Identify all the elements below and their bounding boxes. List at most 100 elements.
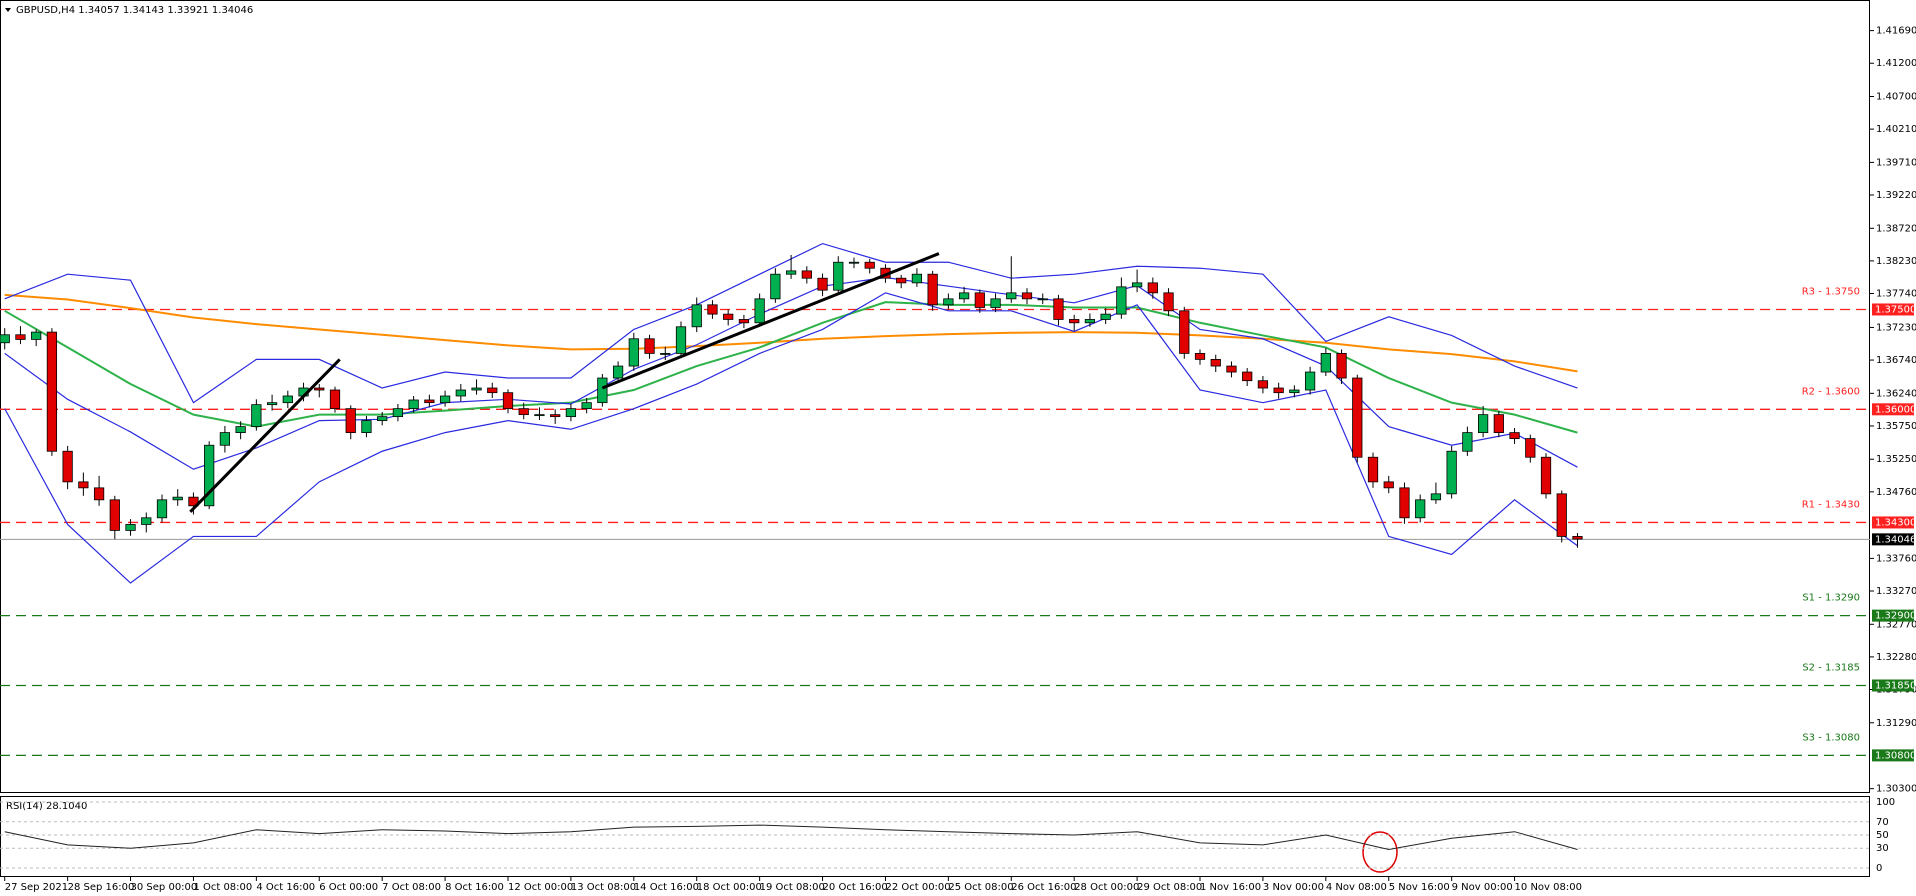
y-tick-label: 1.38230 (1876, 256, 1916, 267)
header-open: 1.34057 (78, 5, 119, 16)
y-tick-label: 1.32770 (1876, 619, 1916, 630)
candle-body (156, 499, 168, 519)
candle-body (1084, 319, 1096, 324)
candle-body (943, 298, 954, 306)
trendline (189, 358, 341, 513)
candle-body (46, 331, 58, 452)
x-tick-label: 20 Oct 16:00 (823, 882, 888, 893)
y-tick-label: 1.41690 (1876, 26, 1916, 37)
candle-body (377, 416, 388, 422)
candle-body (1446, 450, 1457, 495)
candle-body (581, 402, 592, 410)
candle-body (1367, 456, 1379, 483)
candle-body (817, 277, 828, 291)
candle-body (1556, 493, 1567, 537)
y-tick-label: 1.35250 (1876, 454, 1916, 465)
level-price-box (1872, 679, 1914, 692)
candle-body (408, 399, 419, 410)
y-tick-label: 1.32280 (1876, 652, 1916, 663)
candle-body (628, 338, 639, 367)
y-tick-label: 1.39710 (1876, 157, 1916, 168)
candle-body (1415, 499, 1426, 519)
candle-body (0, 334, 10, 344)
candle-body (1352, 377, 1363, 458)
rsi-tick-label: 30 (1876, 843, 1889, 854)
y-tick-label: 1.33760 (1876, 553, 1916, 564)
candle-body (911, 273, 923, 284)
candle-body (1194, 353, 1206, 360)
y-tick-label: 1.38720 (1876, 223, 1916, 234)
candle-body (78, 481, 89, 489)
candle-body (958, 292, 970, 300)
candle-body (896, 277, 907, 284)
x-tick-label: 14 Oct 16:00 (634, 882, 699, 893)
y-tick-label: 1.33270 (1876, 586, 1916, 597)
chart-title: GBPUSD,H4 (16, 5, 75, 16)
y-tick-label: 1.36240 (1876, 388, 1916, 399)
rsi-tick-label: 100 (1876, 797, 1895, 808)
x-tick-label: 4 Nov 08:00 (1326, 882, 1387, 893)
y-tick-label: 1.30300 (1876, 784, 1916, 795)
level-price-box (1872, 403, 1914, 416)
candle-body (1477, 414, 1489, 434)
candle-body (1509, 432, 1520, 439)
level-price-label: 1.32900 (1875, 611, 1916, 622)
highlight-circle (1362, 831, 1398, 873)
x-tick-label: 22 Oct 00:00 (885, 882, 950, 893)
y-tick-label: 1.35750 (1876, 421, 1916, 432)
candle-body (502, 392, 514, 410)
candle-body (990, 298, 1001, 308)
x-tick-label: 29 Oct 08:00 (1137, 882, 1202, 893)
main-panel (0, 0, 1870, 793)
level-price-box (1872, 516, 1914, 529)
x-tick-label: 5 Nov 16:00 (1389, 882, 1450, 893)
candle-body (251, 404, 262, 428)
x-tick-label: 27 Sep 2021 (5, 882, 68, 893)
indicator-line (4, 301, 1578, 434)
candle-body (833, 261, 844, 291)
candle-body (31, 331, 42, 340)
candle-body (1336, 353, 1347, 379)
candle-body (770, 273, 781, 300)
x-tick-label: 28 Sep 16:00 (68, 882, 135, 893)
candle-body (141, 517, 152, 525)
candle-body (1147, 282, 1158, 294)
candle-body (125, 524, 136, 531)
candle-body (723, 313, 734, 320)
y-tick-label: 1.40210 (1876, 124, 1916, 135)
rsi-tick-label: 0 (1876, 863, 1882, 874)
level-label: S2 - 1.3185 (1802, 663, 1860, 674)
indicator-line (4, 276, 1578, 470)
candle-body (1525, 438, 1536, 458)
x-tick-label: 26 Oct 16:00 (1011, 882, 1076, 893)
x-tick-label: 1 Nov 16:00 (1200, 882, 1261, 893)
candle-body (691, 304, 702, 328)
candle-body (1226, 365, 1237, 373)
x-tick-label: 1 Oct 08:00 (193, 882, 252, 893)
candle-body (282, 395, 293, 404)
candle-body (597, 377, 608, 404)
y-tick-label: 1.41200 (1876, 58, 1916, 69)
candle-body (848, 261, 860, 264)
candle-body (1572, 536, 1583, 540)
level-price-box (1872, 609, 1914, 622)
y-tick-label: 1.37230 (1876, 322, 1916, 333)
candle-body (660, 353, 671, 355)
level-label: S3 - 1.3080 (1802, 732, 1860, 743)
candle-body (1021, 292, 1033, 300)
level-price-box (1872, 303, 1914, 316)
y-tick-label: 1.31290 (1876, 718, 1916, 729)
x-tick-label: 13 Oct 08:00 (571, 882, 636, 893)
candle-body (1320, 353, 1331, 373)
candle-body (424, 399, 435, 404)
indicator-line (4, 293, 1578, 373)
candle-body (1116, 286, 1127, 315)
candle-body (15, 334, 26, 340)
candle-body (1179, 310, 1190, 354)
candle-body (109, 499, 120, 531)
candle-body (864, 261, 875, 269)
y-tick-label: 1.34760 (1876, 487, 1916, 498)
level-price-box (1872, 749, 1914, 762)
rsi-title: RSI(14) 28.1040 (6, 801, 87, 812)
